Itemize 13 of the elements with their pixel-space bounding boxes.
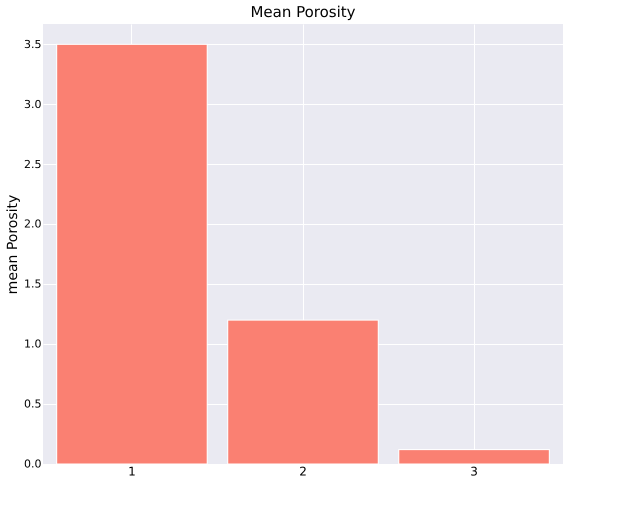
- y-tick-label: 2.0: [24, 218, 42, 231]
- y-tick-label: 3.5: [24, 38, 42, 51]
- y-tick-label: 0.5: [24, 398, 42, 411]
- x-tick-label: 1: [128, 464, 136, 478]
- x-tick-label: 3: [470, 464, 478, 478]
- y-tick-label: 1.5: [24, 278, 42, 291]
- y-tick-label: 0.0: [24, 458, 42, 470]
- y-tick-label: 3.0: [24, 98, 42, 111]
- y-tick-label: 1.0: [24, 338, 42, 351]
- chart-title: Mean Porosity: [250, 3, 356, 21]
- y-tick-label: 2.5: [24, 158, 42, 171]
- x-tick-label: 2: [299, 464, 307, 478]
- y-axis-title: mean Porosity: [5, 194, 22, 294]
